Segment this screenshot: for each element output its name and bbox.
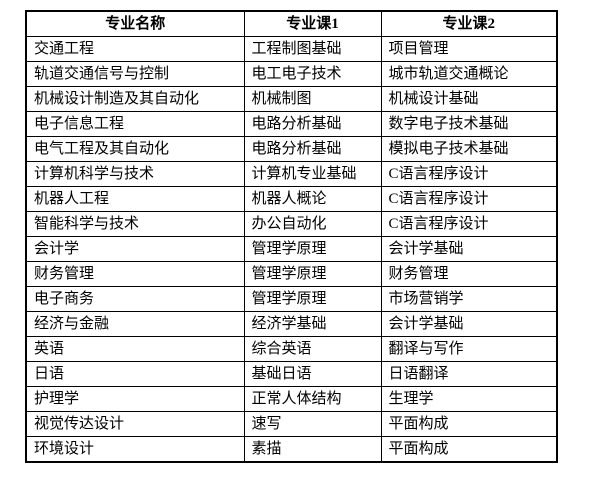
- table-row: 机械设计制造及其自动化 机械制图 机械设计基础: [25, 86, 558, 112]
- course2-cell: 项目管理: [380, 36, 558, 62]
- course2-cell: C语言程序设计: [380, 186, 558, 212]
- course1-cell: 速写: [243, 411, 382, 437]
- course1-cell: 综合英语: [243, 336, 382, 362]
- major-name-cell: 轨道交通信号与控制: [25, 61, 245, 87]
- table-row: 环境设计 素描 平面构成: [25, 436, 558, 463]
- course2-cell: 数字电子技术基础: [380, 111, 558, 137]
- course2-cell: 翻译与写作: [380, 336, 558, 362]
- major-name-cell: 经济与金融: [25, 311, 245, 337]
- table-row: 视觉传达设计 速写 平面构成: [25, 411, 558, 437]
- column-header-major-name: 专业名称: [25, 10, 245, 37]
- course1-cell: 基础日语: [243, 361, 382, 387]
- table-row: 计算机科学与技术 计算机专业基础 C语言程序设计: [25, 161, 558, 187]
- header-row: 专业名称 专业课1 专业课2: [25, 10, 558, 37]
- course1-cell: 正常人体结构: [243, 386, 382, 412]
- course2-cell: 模拟电子技术基础: [380, 136, 558, 162]
- table-row: 机器人工程 机器人概论 C语言程序设计: [25, 186, 558, 212]
- table-row: 智能科学与技术 办公自动化 C语言程序设计: [25, 211, 558, 237]
- table-row: 财务管理 管理学原理 财务管理: [25, 261, 558, 287]
- course1-cell: 经济学基础: [243, 311, 382, 337]
- course2-cell: 会计学基础: [380, 236, 558, 262]
- major-name-cell: 电子信息工程: [25, 111, 245, 137]
- major-name-cell: 机器人工程: [25, 186, 245, 212]
- course2-cell: 日语翻译: [380, 361, 558, 387]
- major-name-cell: 英语: [25, 336, 245, 362]
- course2-cell: 财务管理: [380, 261, 558, 287]
- course1-cell: 管理学原理: [243, 261, 382, 287]
- table-row: 交通工程 工程制图基础 项目管理: [25, 36, 558, 62]
- course1-cell: 机器人概论: [243, 186, 382, 212]
- course2-cell: 城市轨道交通概论: [380, 61, 558, 87]
- major-name-cell: 会计学: [25, 236, 245, 262]
- major-name-cell: 交通工程: [25, 36, 245, 62]
- course1-cell: 工程制图基础: [243, 36, 382, 62]
- majors-course-table: 专业名称 专业课1 专业课2 交通工程 工程制图基础 项目管理 轨道交通信号与控…: [25, 10, 558, 463]
- course1-cell: 管理学原理: [243, 286, 382, 312]
- major-name-cell: 电子商务: [25, 286, 245, 312]
- course1-cell: 机械制图: [243, 86, 382, 112]
- course1-cell: 电路分析基础: [243, 136, 382, 162]
- table-row: 电子商务 管理学原理 市场营销学: [25, 286, 558, 312]
- major-name-cell: 智能科学与技术: [25, 211, 245, 237]
- course1-cell: 素描: [243, 436, 382, 463]
- major-name-cell: 环境设计: [25, 436, 245, 463]
- major-name-cell: 日语: [25, 361, 245, 387]
- major-name-cell: 视觉传达设计: [25, 411, 245, 437]
- course1-cell: 办公自动化: [243, 211, 382, 237]
- table-row: 电气工程及其自动化 电路分析基础 模拟电子技术基础: [25, 136, 558, 162]
- column-header-course-1: 专业课1: [243, 10, 382, 37]
- majors-course-table-wrap: 专业名称 专业课1 专业课2 交通工程 工程制图基础 项目管理 轨道交通信号与控…: [25, 10, 558, 463]
- table-row: 护理学 正常人体结构 生理学: [25, 386, 558, 412]
- course2-cell: 平面构成: [380, 436, 558, 463]
- table-row: 英语 综合英语 翻译与写作: [25, 336, 558, 362]
- major-name-cell: 计算机科学与技术: [25, 161, 245, 187]
- course2-cell: C语言程序设计: [380, 211, 558, 237]
- course2-cell: 会计学基础: [380, 311, 558, 337]
- major-name-cell: 财务管理: [25, 261, 245, 287]
- course1-cell: 计算机专业基础: [243, 161, 382, 187]
- course1-cell: 管理学原理: [243, 236, 382, 262]
- course2-cell: C语言程序设计: [380, 161, 558, 187]
- major-name-cell: 电气工程及其自动化: [25, 136, 245, 162]
- course2-cell: 生理学: [380, 386, 558, 412]
- table-row: 日语 基础日语 日语翻译: [25, 361, 558, 387]
- table-row: 电子信息工程 电路分析基础 数字电子技术基础: [25, 111, 558, 137]
- column-header-course-2: 专业课2: [380, 10, 558, 37]
- major-name-cell: 护理学: [25, 386, 245, 412]
- major-name-cell: 机械设计制造及其自动化: [25, 86, 245, 112]
- table-row: 经济与金融 经济学基础 会计学基础: [25, 311, 558, 337]
- table-row: 会计学 管理学原理 会计学基础: [25, 236, 558, 262]
- course2-cell: 机械设计基础: [380, 86, 558, 112]
- course1-cell: 电路分析基础: [243, 111, 382, 137]
- course1-cell: 电工电子技术: [243, 61, 382, 87]
- course2-cell: 平面构成: [380, 411, 558, 437]
- course2-cell: 市场营销学: [380, 286, 558, 312]
- table-row: 轨道交通信号与控制 电工电子技术 城市轨道交通概论: [25, 61, 558, 87]
